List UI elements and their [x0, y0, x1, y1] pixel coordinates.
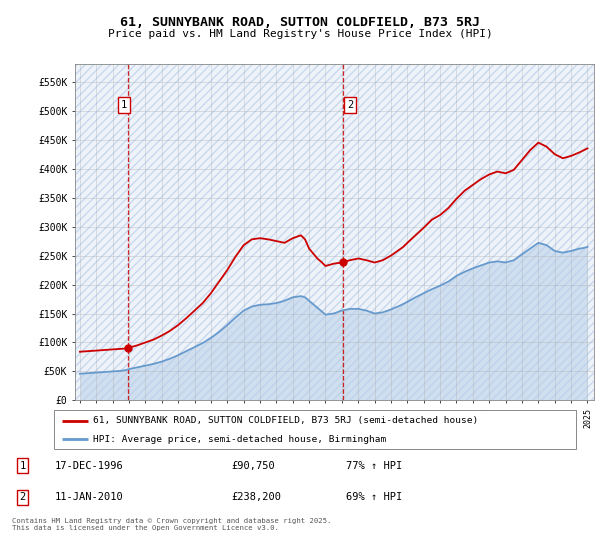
Text: 2: 2 [347, 100, 353, 110]
Text: 1: 1 [19, 461, 25, 471]
Text: 61, SUNNYBANK ROAD, SUTTON COLDFIELD, B73 5RJ (semi-detached house): 61, SUNNYBANK ROAD, SUTTON COLDFIELD, B7… [93, 417, 478, 426]
Text: 17-DEC-1996: 17-DEC-1996 [55, 461, 124, 471]
Text: HPI: Average price, semi-detached house, Birmingham: HPI: Average price, semi-detached house,… [93, 435, 386, 444]
Text: 1: 1 [121, 100, 127, 110]
Text: Contains HM Land Registry data © Crown copyright and database right 2025.
This d: Contains HM Land Registry data © Crown c… [12, 518, 331, 531]
Text: 2: 2 [19, 492, 25, 502]
Text: 69% ↑ HPI: 69% ↑ HPI [346, 492, 403, 502]
FancyBboxPatch shape [54, 410, 576, 449]
Text: Price paid vs. HM Land Registry's House Price Index (HPI): Price paid vs. HM Land Registry's House … [107, 29, 493, 39]
Text: 61, SUNNYBANK ROAD, SUTTON COLDFIELD, B73 5RJ: 61, SUNNYBANK ROAD, SUTTON COLDFIELD, B7… [120, 16, 480, 29]
Text: 77% ↑ HPI: 77% ↑ HPI [346, 461, 403, 471]
Text: £238,200: £238,200 [231, 492, 281, 502]
Text: £90,750: £90,750 [231, 461, 275, 471]
Text: 11-JAN-2010: 11-JAN-2010 [55, 492, 124, 502]
